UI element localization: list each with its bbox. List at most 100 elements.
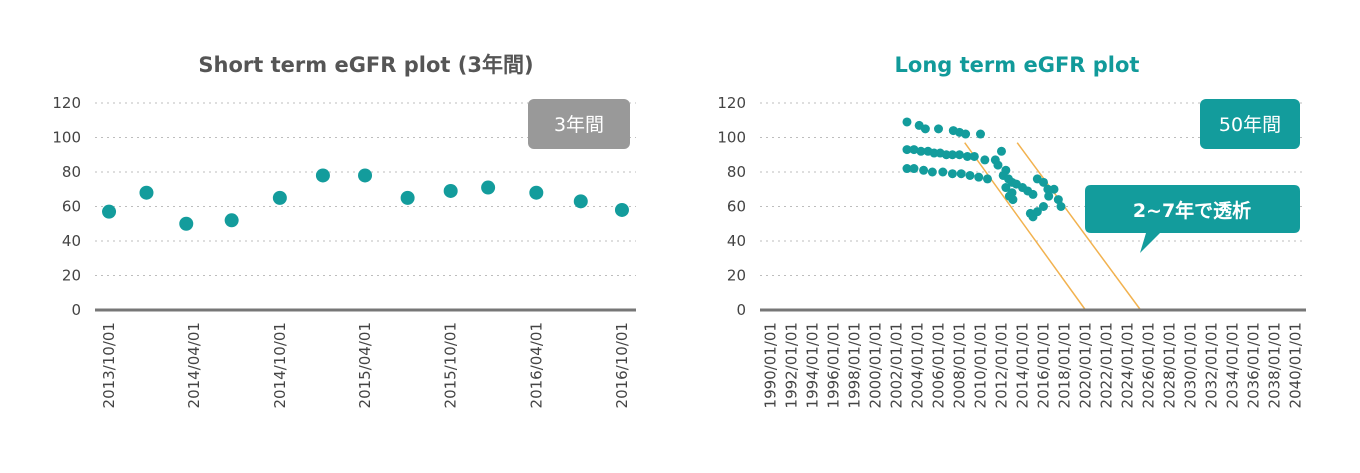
x-tick-label: 2030/01/01	[1181, 322, 1199, 408]
y-tick-label: 20	[727, 267, 746, 285]
x-tick-label: 2016/10/01	[613, 322, 631, 408]
x-tick-label: 2038/01/01	[1265, 322, 1283, 408]
x-tick-label: 2000/01/01	[866, 322, 884, 408]
x-tick-labels: 2013/10/01 2014/04/01 2014/10/01 2015/04/01…	[100, 322, 631, 408]
data-point	[443, 183, 458, 198]
y-tick-label: 0	[736, 301, 746, 319]
x-tick-label: 2028/01/01	[1160, 322, 1178, 408]
x-tick-label: 1996/01/01	[824, 322, 842, 408]
data-point	[947, 169, 957, 179]
data-point	[980, 155, 990, 165]
y-tick-labels: 0 20 40 60 80 100 120	[52, 94, 81, 319]
y-tick-label: 60	[727, 198, 746, 216]
trend-line	[964, 142, 1087, 311]
x-tick-label: 2014/04/01	[185, 322, 203, 408]
data-point	[481, 180, 496, 195]
x-tick-label: 2022/01/01	[1097, 322, 1115, 408]
data-point	[1001, 183, 1011, 193]
long-term-chart-svg: Long term eGFR plot 0 20 40 60 80 100 120 1990…	[717, 53, 1306, 408]
data-point	[1038, 177, 1048, 187]
x-tick-label: 2006/01/01	[929, 322, 947, 408]
dialysis-callout	[1085, 185, 1300, 253]
trend-line	[1016, 142, 1142, 311]
x-tick-labels: 1990/01/01 1992/01/01 1994/01/01 1996/01/01…	[761, 322, 1304, 408]
data-point	[1028, 189, 1038, 199]
data-point	[965, 170, 975, 180]
data-point	[969, 151, 979, 161]
x-tick-label: 2016/01/01	[1034, 322, 1052, 408]
data-point	[272, 190, 287, 205]
x-tick-label: 1998/01/01	[845, 322, 863, 408]
data-point	[982, 174, 992, 184]
x-tick-label: 1994/01/01	[803, 322, 821, 408]
data-point	[1028, 212, 1038, 222]
long-term-chart: Long term eGFR plot 0 20 40 60 80 100 120 1990…	[680, 0, 1360, 473]
y-tick-label: 120	[717, 94, 746, 112]
y-tick-labels: 0 20 40 60 80 100 120	[717, 94, 746, 319]
data-point	[224, 213, 239, 228]
x-tick-label: 2010/01/01	[971, 322, 989, 408]
period-badge	[1200, 99, 1300, 149]
x-tick-label: 2018/01/01	[1055, 322, 1073, 408]
data-point	[996, 146, 1006, 156]
data-point	[1008, 195, 1018, 205]
data-point	[975, 129, 985, 139]
data-point	[927, 167, 937, 177]
short-term-chart-svg: Short term eGFR plot (3年間) 0 20 40 60 80 100 1…	[52, 53, 636, 408]
data-point	[916, 146, 926, 156]
chart-title: Short term eGFR plot (3年間)	[198, 53, 533, 77]
data-point	[993, 160, 1003, 170]
data-point	[358, 168, 373, 183]
data-point	[902, 145, 912, 155]
data-point	[938, 167, 948, 177]
x-tick-label: 2008/01/01	[950, 322, 968, 408]
y-tick-label: 80	[727, 163, 746, 181]
x-tick-label: 2040/01/01	[1286, 322, 1304, 408]
x-tick-label: 2024/01/01	[1118, 322, 1136, 408]
x-tick-label: 2002/01/01	[887, 322, 905, 408]
x-tick-label: 2004/01/01	[908, 322, 926, 408]
period-badge	[528, 99, 630, 149]
x-tick-label: 2013/10/01	[100, 322, 118, 408]
data-point	[614, 202, 629, 217]
data-point	[947, 150, 957, 160]
data-points	[102, 168, 629, 231]
period-badge-label: 3年間	[554, 114, 604, 136]
y-tick-label: 100	[717, 129, 746, 147]
data-point	[1043, 184, 1053, 194]
data-points	[902, 117, 1066, 222]
x-tick-label: 1990/01/01	[761, 322, 779, 408]
x-tick-label: 2012/01/01	[992, 322, 1010, 408]
x-tick-label: 2014/01/01	[1013, 322, 1031, 408]
data-point	[919, 165, 929, 175]
data-point	[902, 117, 912, 127]
y-tick-label: 100	[52, 129, 81, 147]
y-tick-label: 0	[71, 301, 81, 319]
dialysis-callout-label: 2~7年で透析	[1133, 199, 1251, 222]
y-tick-label: 120	[52, 94, 81, 112]
x-tick-label: 2034/01/01	[1223, 322, 1241, 408]
x-tick-label: 2026/01/01	[1139, 322, 1157, 408]
data-point	[909, 164, 919, 174]
data-point	[179, 216, 194, 231]
y-tick-label: 20	[62, 267, 81, 285]
x-tick-label: 2016/04/01	[527, 322, 545, 408]
data-point	[954, 150, 964, 160]
data-point	[139, 185, 154, 200]
y-tick-label: 40	[62, 232, 81, 250]
data-point	[400, 190, 415, 205]
data-point	[1049, 184, 1059, 194]
data-point	[102, 204, 117, 219]
data-point	[956, 169, 966, 179]
data-point	[1038, 202, 1048, 211]
x-tick-label: 2015/04/01	[356, 322, 374, 408]
gridlines	[760, 102, 1306, 276]
x-tick-label: 2020/01/01	[1076, 322, 1094, 408]
short-term-chart: Short term eGFR plot (3年間) 0 20 40 60 80 100 1…	[52, 53, 636, 408]
x-tick-label: 2014/10/01	[271, 322, 289, 408]
data-point	[1056, 202, 1066, 211]
data-point	[529, 185, 544, 200]
x-tick-label: 1992/01/01	[782, 322, 800, 408]
data-point	[974, 172, 984, 182]
data-point	[315, 168, 330, 183]
